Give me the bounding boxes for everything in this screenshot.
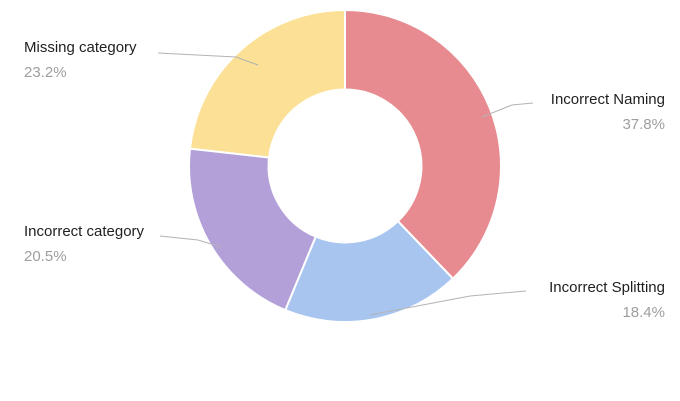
callout-missing-category: Missing category 23.2% (24, 38, 137, 83)
pie-segment-missing-category[interactable] (188, 8, 346, 159)
pie-segment-incorrect-naming[interactable] (344, 8, 502, 281)
callout-incorrect-splitting: Incorrect Splitting 18.4% (549, 278, 665, 323)
callout-incorrect-splitting-value: 18.4% (622, 304, 665, 321)
leader-line-incorrect-naming (481, 102, 534, 118)
leader-line-incorrect-splitting (369, 290, 527, 316)
callout-incorrect-category-label: Incorrect category (24, 223, 145, 240)
callout-missing-category-label: Missing category (24, 39, 137, 56)
callout-incorrect-naming-value: 37.8% (622, 116, 665, 133)
callout-incorrect-category-value: 20.5% (24, 248, 67, 265)
leader-lines (157, 52, 534, 316)
donut-segments (188, 8, 502, 323)
callout-incorrect-category: Incorrect category 20.5% (24, 222, 144, 267)
callout-missing-category-value: 23.2% (24, 64, 67, 81)
leader-line-incorrect-category (159, 235, 222, 248)
pie-segment-incorrect-category[interactable] (188, 147, 318, 312)
callout-incorrect-splitting-label: Incorrect Splitting (549, 279, 665, 296)
callout-incorrect-naming-label: Incorrect Naming (550, 91, 665, 108)
leader-line-missing-category (157, 52, 259, 66)
callout-incorrect-naming: Incorrect Naming 37.8% (551, 90, 665, 135)
